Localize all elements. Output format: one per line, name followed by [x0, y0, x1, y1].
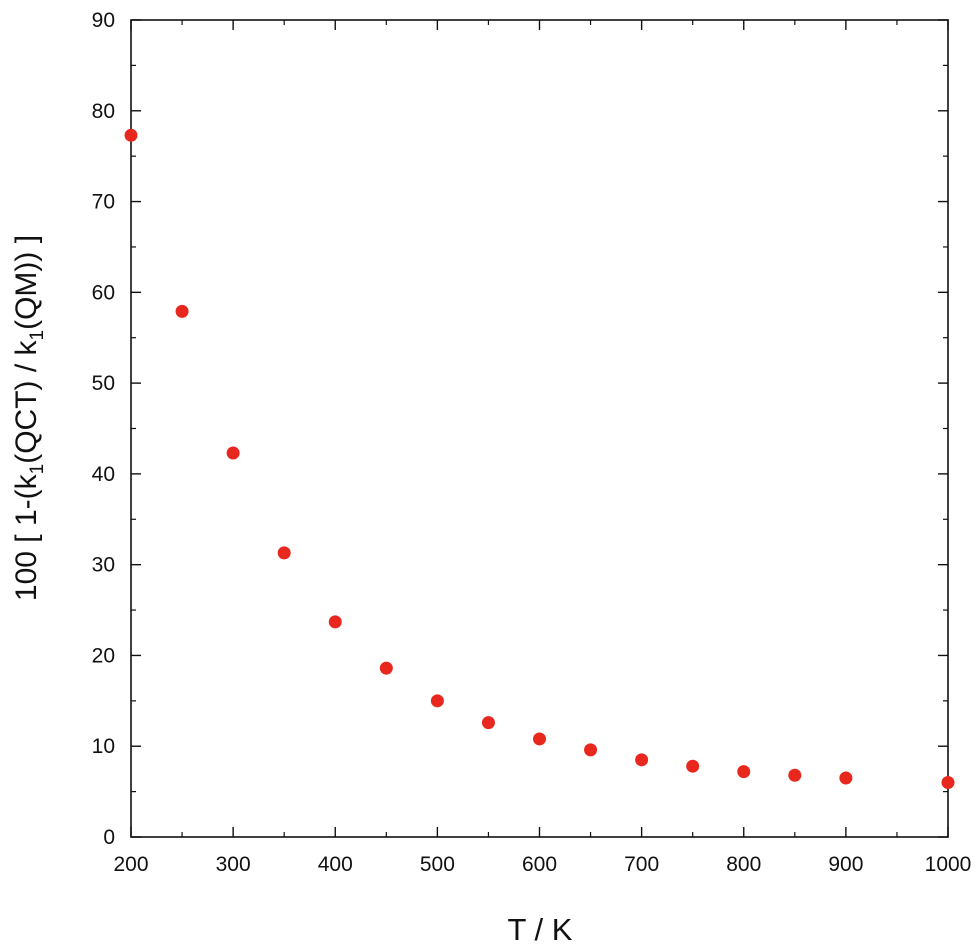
- data-points: [124, 128, 955, 790]
- y-tick-label: 40: [92, 463, 115, 486]
- y-tick-label: 90: [92, 9, 115, 32]
- x-tick-label: 400: [318, 853, 353, 876]
- x-tick-label: 900: [828, 853, 863, 876]
- data-point: [328, 615, 342, 629]
- data-point: [124, 128, 138, 142]
- data-point: [277, 546, 291, 560]
- y-tick-label: 10: [92, 735, 115, 758]
- y-axis-label-part: 100 [ 1-(k: [10, 473, 43, 601]
- plot-frame: [130, 19, 949, 838]
- data-point: [379, 661, 393, 675]
- y-tick-label: 30: [92, 554, 115, 577]
- data-point: [533, 732, 546, 746]
- axes-frame: [130, 19, 949, 838]
- data-point: [430, 694, 444, 708]
- data-point: [226, 446, 240, 460]
- y-tick-label: 20: [92, 644, 115, 667]
- y-axis-label-part: (QM)) ]: [10, 235, 43, 330]
- y-tick-label: 70: [92, 191, 115, 214]
- data-point: [737, 765, 751, 779]
- data-point: [839, 771, 853, 785]
- y-tick-label: 0: [103, 826, 115, 849]
- y-axis-label-subscript: 1: [27, 330, 48, 341]
- axis-ticks: [130, 19, 949, 838]
- y-tick-label: 80: [92, 100, 115, 123]
- x-tick-label: 500: [420, 853, 455, 876]
- y-axis-label-part: (QCT) / k: [10, 339, 43, 463]
- x-tick-label: 700: [624, 853, 659, 876]
- x-tick-label: 800: [726, 853, 761, 876]
- x-axis-label: T / K: [508, 912, 573, 947]
- data-point: [686, 759, 700, 773]
- x-tick-label: 300: [216, 853, 251, 876]
- data-point: [584, 743, 598, 757]
- x-tick-label: 600: [522, 853, 557, 876]
- y-tick-label: 50: [92, 372, 115, 395]
- y-axis-label-subscript: 1: [27, 464, 48, 475]
- data-point: [635, 753, 649, 767]
- y-tick-label: 60: [92, 281, 115, 304]
- data-point: [941, 776, 955, 790]
- x-tick-label: 1000: [925, 853, 972, 876]
- x-tick-label: 200: [113, 853, 148, 876]
- y-axis-label: 100 [ 1-(k1(QCT) / k1(QM)) ]: [10, 235, 48, 601]
- data-point: [175, 304, 189, 318]
- data-point: [788, 768, 802, 782]
- data-point: [481, 716, 495, 730]
- tick-labels: 200 300 400 500 600 700 800 900 1000 0 10 20 30 40 50 6…: [92, 9, 972, 876]
